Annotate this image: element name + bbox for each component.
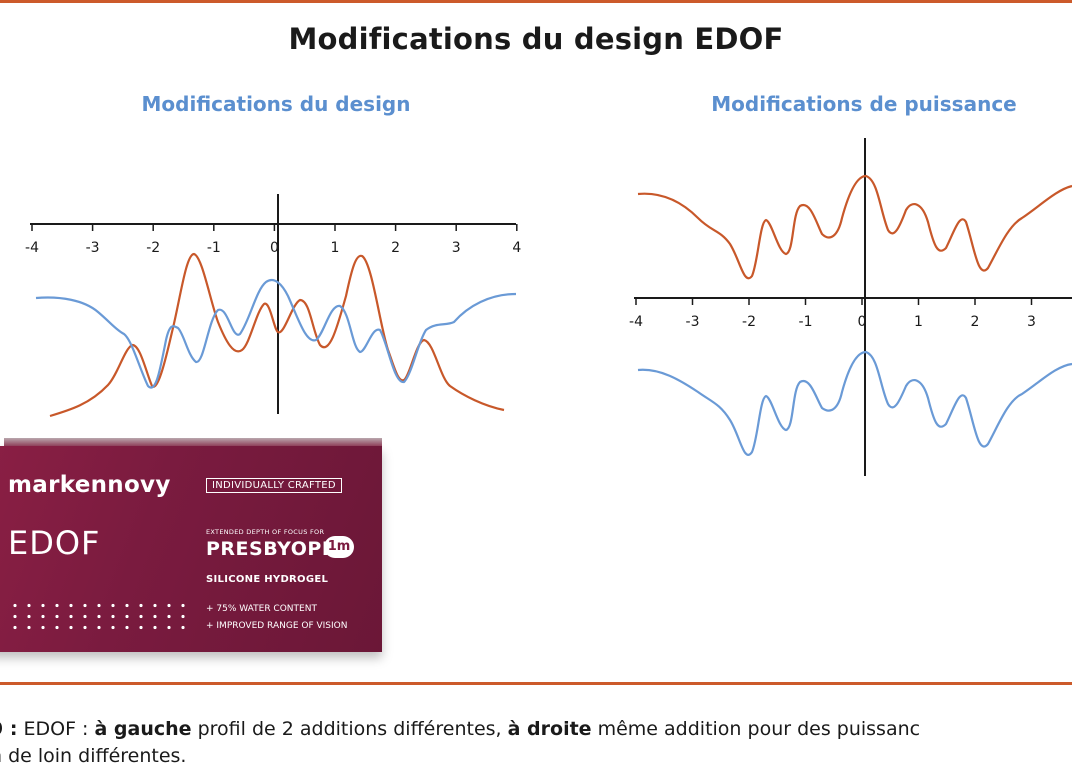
left-axis-tick-label: -4	[25, 240, 39, 256]
caption-text-1: EDOF :	[17, 718, 95, 740]
caption-line-2: n de loin différentes.	[0, 745, 187, 767]
left-axis-tick-label: 1	[331, 240, 340, 256]
product-feature-2: + IMPROVED RANGE OF VISION	[206, 621, 348, 631]
left-axis-tick-label: -2	[146, 240, 160, 256]
right-axis-tick-label: -2	[742, 314, 756, 330]
product-duration-badge: 1m	[324, 536, 354, 558]
product-badge: INDIVIDUALLY CRAFTED	[206, 478, 342, 493]
product-box-front: markennovy INDIVIDUALLY CRAFTED EDOF EXT…	[0, 446, 382, 652]
caption-label: 9 :	[0, 718, 18, 740]
right-axis-tick-label: 0	[858, 314, 867, 330]
figure-caption: 9 : EDOF : à gauche profil de 2 addition…	[0, 716, 1072, 770]
caption-text-2: profil de 2 additions différentes,	[191, 718, 508, 740]
right-panel-subtitle: Modifications de puissance	[711, 92, 1017, 116]
caption-right-emphasis: à droite	[507, 718, 592, 740]
right-axis-tick-label: -4	[629, 314, 643, 330]
right-axis-tick-label: -1	[799, 314, 813, 330]
right-blue-power-curve	[637, 350, 1072, 456]
left-axis-tick-label: -1	[207, 240, 221, 256]
product-condition: PRESBYOPIA	[206, 538, 345, 560]
top-rule	[0, 0, 1072, 3]
left-axis-tick-label: 2	[391, 240, 400, 256]
bottom-rule	[0, 682, 1072, 685]
product-name: EDOF	[8, 524, 101, 562]
left-orange-profile-curve	[49, 252, 505, 418]
right-axis-tick-label: 3	[1027, 314, 1036, 330]
right-axis-tick-label: 1	[914, 314, 923, 330]
right-orange-power-curve	[637, 174, 1072, 280]
left-axis-tick-label: 3	[452, 240, 461, 256]
product-material: SILICONE HYDROGEL	[206, 574, 329, 585]
left-axis-tick-label: 4	[512, 240, 521, 256]
product-brand-logo: markennovy	[8, 472, 171, 498]
page-title: Modifications du design EDOF	[288, 22, 784, 56]
product-box-image: markennovy INDIVIDUALLY CRAFTED EDOF EXT…	[0, 438, 382, 660]
right-axis-tick-label: -3	[686, 314, 700, 330]
caption-text-3: même addition pour des puissanc	[591, 718, 921, 740]
left-panel-subtitle: Modifications du design	[141, 92, 411, 116]
left-blue-profile-curve	[35, 278, 517, 389]
product-feature-1: + 75% WATER CONTENT	[206, 604, 317, 614]
left-axis-tick-label: 0	[270, 240, 279, 256]
decorative-dot-pattern	[8, 600, 188, 634]
product-tagline: EXTENDED DEPTH OF FOCUS FOR	[206, 528, 325, 536]
left-axis-tick-label: -3	[86, 240, 100, 256]
caption-left-emphasis: à gauche	[94, 718, 192, 740]
product-box-top	[4, 438, 382, 448]
right-axis-tick-label: 2	[971, 314, 980, 330]
